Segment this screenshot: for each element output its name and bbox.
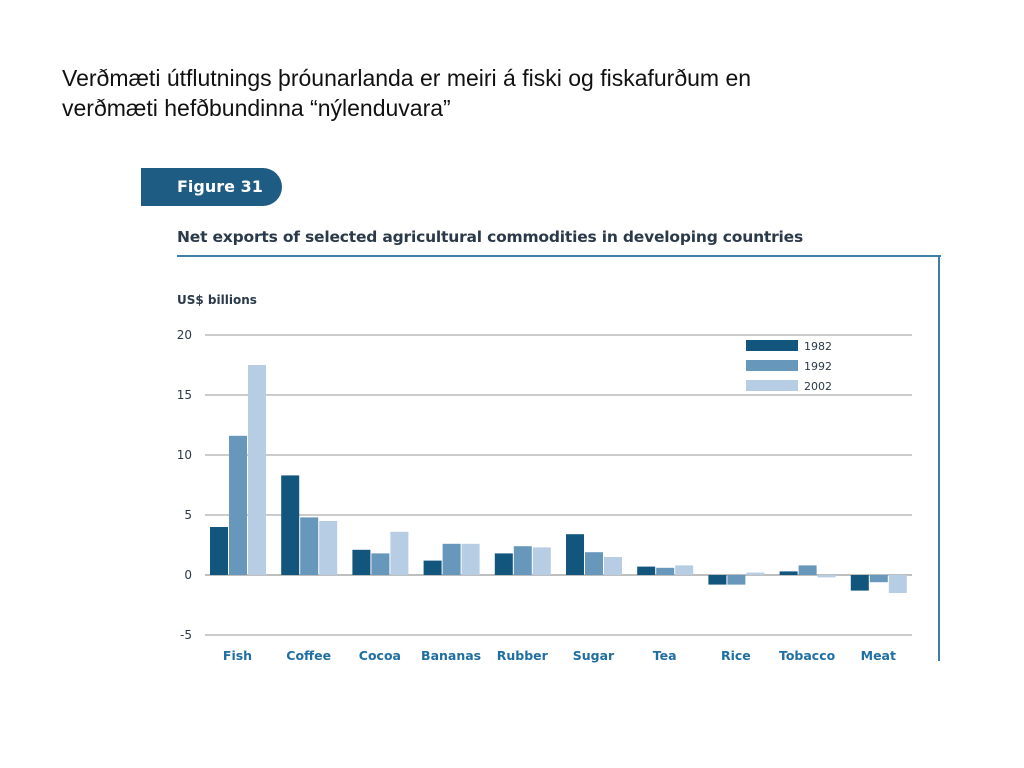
- bar-coffee-2002: [319, 521, 338, 575]
- y-tick-label: 10: [177, 448, 192, 462]
- bar-cocoa-2002: [390, 531, 409, 575]
- slide-title-line-1: Verðmæti útflutnings þróunarlanda er mei…: [62, 65, 752, 91]
- bar-tobacco-2002: [817, 575, 836, 578]
- x-category-label: Bananas: [421, 648, 481, 663]
- chart-frame-top-rule: [177, 255, 941, 257]
- bar-rice-1992: [727, 575, 746, 585]
- x-category-label: Fish: [223, 648, 252, 663]
- y-tick-label: 15: [177, 388, 192, 402]
- bar-cocoa-1992: [371, 553, 390, 575]
- slide-title: Verðmæti útflutnings þróunarlanda er mei…: [62, 63, 962, 123]
- bar-coffee-1982: [281, 475, 300, 575]
- bar-bananas-1982: [423, 560, 442, 575]
- bar-tobacco-1992: [798, 565, 817, 575]
- bar-meat-1992: [869, 575, 888, 583]
- x-category-label: Tobacco: [779, 648, 836, 663]
- x-category-label: Tea: [653, 648, 677, 663]
- bar-rice-2002: [746, 572, 765, 575]
- legend-label: 2002: [804, 380, 832, 393]
- legend-label: 1992: [804, 360, 832, 373]
- bar-meat-2002: [888, 575, 907, 593]
- x-category-label: Sugar: [573, 648, 615, 663]
- bar-tea-2002: [675, 565, 694, 575]
- bar-sugar-1982: [566, 534, 584, 575]
- bar-fish-1982: [210, 527, 228, 575]
- chart-frame-right-rule: [938, 255, 940, 661]
- legend-swatch-2002: [746, 380, 798, 391]
- bar-sugar-2002: [604, 557, 622, 575]
- bar-coffee-1992: [300, 517, 319, 575]
- x-category-label: Rice: [721, 648, 751, 663]
- bar-fish-2002: [248, 365, 266, 575]
- bar-rubber-1982: [494, 553, 513, 575]
- bar-rice-1982: [708, 575, 727, 585]
- figure-tab: Figure 31: [141, 168, 282, 206]
- bar-tea-1992: [656, 567, 675, 575]
- bar-tobacco-1982: [779, 571, 798, 575]
- bar-meat-1982: [850, 575, 869, 591]
- bar-fish-1992: [229, 435, 247, 575]
- slide-title-line-2: verðmæti hefðbundinna “nýlenduvara”: [62, 95, 451, 121]
- y-tick-label: 20: [177, 328, 192, 342]
- bar-tea-1982: [637, 566, 656, 575]
- bar-cocoa-1982: [352, 549, 371, 575]
- y-tick-label: -5: [180, 628, 192, 642]
- x-category-label: Cocoa: [359, 648, 401, 663]
- bar-bananas-2002: [461, 543, 480, 575]
- x-category-label: Rubber: [497, 648, 549, 663]
- bar-sugar-1992: [585, 552, 603, 575]
- chart-title: Net exports of selected agricultural com…: [177, 228, 804, 246]
- legend-swatch-1992: [746, 360, 798, 371]
- legend-swatch-1982: [746, 340, 798, 351]
- bar-rubber-2002: [532, 547, 551, 575]
- bar-bananas-1992: [442, 543, 461, 575]
- y-tick-label: 0: [184, 568, 192, 582]
- x-category-label: Coffee: [286, 648, 331, 663]
- y-axis-unit-label: US$ billions: [177, 293, 257, 307]
- legend-label: 1982: [804, 340, 832, 353]
- bar-rubber-1992: [513, 546, 532, 575]
- x-category-label: Meat: [861, 648, 896, 663]
- y-tick-label: 5: [184, 508, 192, 522]
